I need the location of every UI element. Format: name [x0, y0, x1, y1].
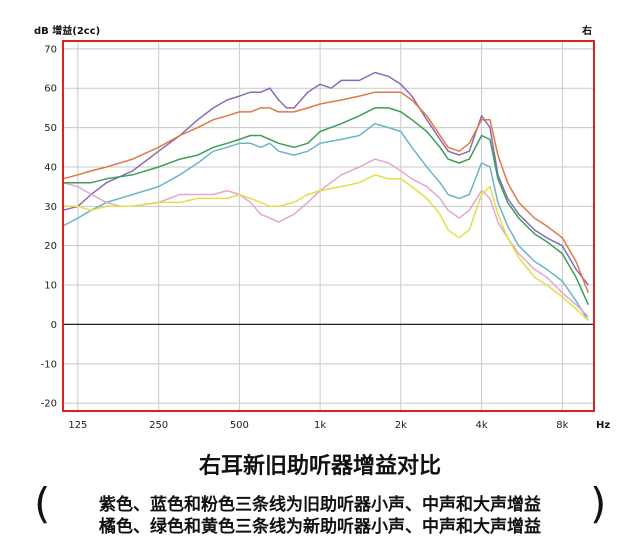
series-group	[62, 71, 589, 322]
y-tick-label: 50	[44, 123, 57, 134]
plot-border	[62, 40, 595, 412]
y-tick-label: -10	[41, 359, 57, 370]
x-tick-label: 500	[230, 420, 249, 431]
caption-line-old: 紫色、蓝色和粉色三条线为旧助听器小声、中声和大声增益	[99, 495, 541, 515]
x-tick-label: 1k	[314, 420, 326, 431]
y-tick-label: 10	[44, 281, 57, 292]
x-unit-label: Hz	[596, 420, 610, 431]
y-axis-label: dB 增益(2cc)	[34, 24, 100, 37]
ear-label: 右	[581, 24, 592, 37]
series-line	[62, 71, 589, 286]
x-tick-label: 2k	[395, 420, 407, 431]
x-tick-label: 8k	[556, 420, 568, 431]
series-line	[62, 91, 589, 294]
caption-line-new: 橘色、绿色和黄色三条线为新助听器小声、中声和大声增益	[99, 517, 541, 537]
close-paren: )	[590, 479, 607, 528]
series-line	[63, 174, 589, 322]
y-tick-labels: 70 60 50 40 30 20 10 0 -10 -20	[41, 44, 57, 409]
x-tick-label: 4k	[476, 420, 488, 431]
y-tick-label: 70	[44, 44, 57, 55]
gain-chart: dB 增益(2cc) 右 70 60 50 40 30 20 10 0 -10 -20 125 25…	[34, 24, 610, 431]
y-tick-label: 30	[44, 202, 57, 213]
y-tick-label: -20	[41, 399, 57, 410]
y-tick-label: 40	[44, 162, 57, 173]
series-line	[63, 107, 589, 306]
open-paren: (	[34, 479, 51, 528]
series-line	[62, 158, 589, 318]
y-tick-label: 20	[44, 241, 57, 252]
x-tick-label: 125	[68, 420, 87, 431]
x-tick-label: 250	[149, 420, 168, 431]
y-tick-label: 60	[44, 84, 57, 95]
grid	[63, 41, 594, 411]
x-tick-labels: 125 250 500 1k 2k 4k 8k	[68, 420, 568, 431]
y-tick-label: 0	[51, 320, 57, 331]
figure-title: 右耳新旧助听器增益对比	[198, 454, 441, 479]
series-line	[62, 122, 589, 321]
